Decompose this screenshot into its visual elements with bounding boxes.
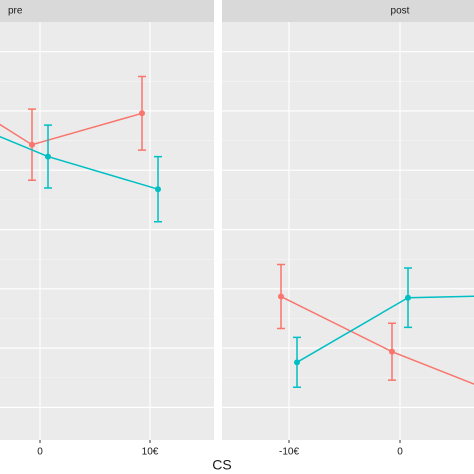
- point: [389, 348, 395, 355]
- strip: [222, 0, 474, 22]
- strip: [0, 0, 214, 22]
- x-tick-label: 10€: [142, 447, 159, 458]
- point: [29, 141, 35, 148]
- panel-background: [222, 22, 474, 440]
- x-tick-label: -10€: [279, 447, 299, 458]
- point: [405, 294, 411, 301]
- x-axis: -10€010€: [279, 440, 403, 458]
- strip-title: pre: [8, 6, 23, 17]
- point: [294, 359, 300, 366]
- x-axis: -10€010€: [37, 440, 159, 458]
- strip-title: post: [391, 6, 410, 17]
- point: [278, 293, 284, 300]
- point: [45, 153, 51, 160]
- panel: [222, 22, 474, 440]
- panel-background: [0, 22, 214, 440]
- point: [155, 186, 161, 193]
- x-tick-label: 0: [397, 447, 403, 458]
- panel: [0, 22, 214, 440]
- x-tick-label: 0: [37, 447, 43, 458]
- point: [139, 110, 145, 117]
- x-axis-title: CS: [212, 457, 231, 473]
